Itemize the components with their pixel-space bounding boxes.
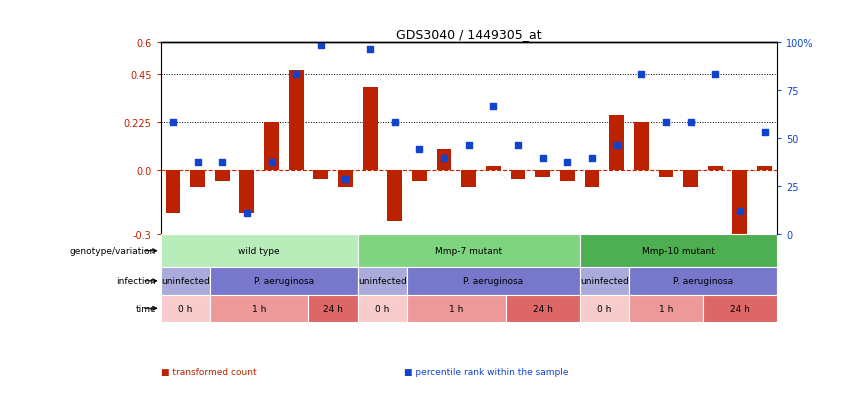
Text: time: time	[135, 304, 156, 313]
Bar	[580, 295, 629, 322]
Text: 0 h: 0 h	[375, 304, 390, 313]
Point	[536, 155, 549, 161]
Bar	[584, 171, 600, 188]
Bar	[289, 71, 304, 171]
Point	[191, 159, 205, 166]
Point	[659, 120, 673, 126]
Point	[265, 159, 279, 166]
Bar	[609, 116, 624, 171]
Point	[289, 72, 303, 78]
Bar	[407, 268, 580, 295]
Point	[412, 146, 426, 153]
Bar	[506, 295, 580, 322]
Bar	[703, 295, 777, 322]
Text: 1 h: 1 h	[252, 304, 266, 313]
Text: ■ percentile rank within the sample: ■ percentile rank within the sample	[404, 367, 569, 376]
Bar	[358, 295, 407, 322]
Point	[511, 142, 525, 149]
Point	[166, 120, 180, 126]
Bar	[363, 88, 378, 171]
Bar	[659, 171, 674, 177]
Point	[733, 208, 746, 215]
Text: 1 h: 1 h	[659, 304, 673, 313]
Bar	[437, 150, 451, 171]
Bar	[240, 171, 254, 214]
Bar	[580, 268, 629, 295]
Point	[437, 155, 451, 161]
Bar	[580, 235, 777, 268]
Bar	[338, 171, 353, 188]
Bar	[161, 235, 358, 268]
Text: 0 h: 0 h	[178, 304, 193, 313]
Bar	[264, 123, 279, 171]
Text: 1 h: 1 h	[450, 304, 464, 313]
Bar	[166, 171, 181, 214]
Bar	[210, 268, 358, 295]
Text: 0 h: 0 h	[597, 304, 611, 313]
Text: uninfected: uninfected	[358, 277, 407, 286]
Bar	[510, 171, 525, 179]
Point	[215, 159, 229, 166]
Text: Mmp-7 mutant: Mmp-7 mutant	[435, 247, 503, 256]
Text: genotype/variation: genotype/variation	[70, 247, 156, 256]
Bar	[560, 171, 575, 182]
Bar	[486, 167, 501, 171]
Bar	[757, 167, 772, 171]
Point	[486, 104, 500, 110]
Bar	[683, 171, 698, 188]
Text: ■ transformed count: ■ transformed count	[161, 367, 256, 376]
Point	[388, 120, 402, 126]
Point	[708, 72, 722, 78]
Bar	[214, 171, 230, 182]
Bar	[210, 295, 308, 322]
Point	[339, 176, 352, 183]
Text: 24 h: 24 h	[323, 304, 343, 313]
Point	[585, 155, 599, 161]
Text: uninfected: uninfected	[161, 277, 209, 286]
Point	[462, 142, 476, 149]
Point	[561, 159, 575, 166]
Text: Mmp-10 mutant: Mmp-10 mutant	[641, 247, 714, 256]
Text: infection: infection	[116, 277, 156, 286]
Bar	[161, 268, 210, 295]
Point	[609, 142, 623, 149]
Bar	[161, 295, 210, 322]
Text: 24 h: 24 h	[730, 304, 750, 313]
Bar	[387, 171, 402, 222]
Bar	[707, 167, 723, 171]
Bar	[358, 268, 407, 295]
Bar	[407, 295, 506, 322]
Bar	[629, 268, 777, 295]
Bar	[461, 171, 477, 188]
Bar	[634, 123, 648, 171]
Bar	[313, 171, 328, 179]
Bar	[733, 171, 747, 245]
Bar	[358, 235, 580, 268]
Point	[240, 210, 253, 217]
Point	[635, 72, 648, 78]
Bar	[412, 171, 427, 182]
Bar	[190, 171, 205, 188]
Bar	[308, 295, 358, 322]
Text: P. aeruginosa: P. aeruginosa	[464, 277, 523, 286]
Bar	[629, 295, 703, 322]
Text: uninfected: uninfected	[580, 277, 628, 286]
Text: P. aeruginosa: P. aeruginosa	[253, 277, 314, 286]
Point	[684, 120, 698, 126]
Text: wild type: wild type	[239, 247, 280, 256]
Point	[758, 129, 772, 136]
Bar	[536, 171, 550, 177]
Text: 24 h: 24 h	[533, 304, 553, 313]
Title: GDS3040 / 1449305_at: GDS3040 / 1449305_at	[396, 28, 542, 41]
Text: P. aeruginosa: P. aeruginosa	[673, 277, 733, 286]
Point	[363, 46, 377, 53]
Point	[314, 42, 328, 49]
